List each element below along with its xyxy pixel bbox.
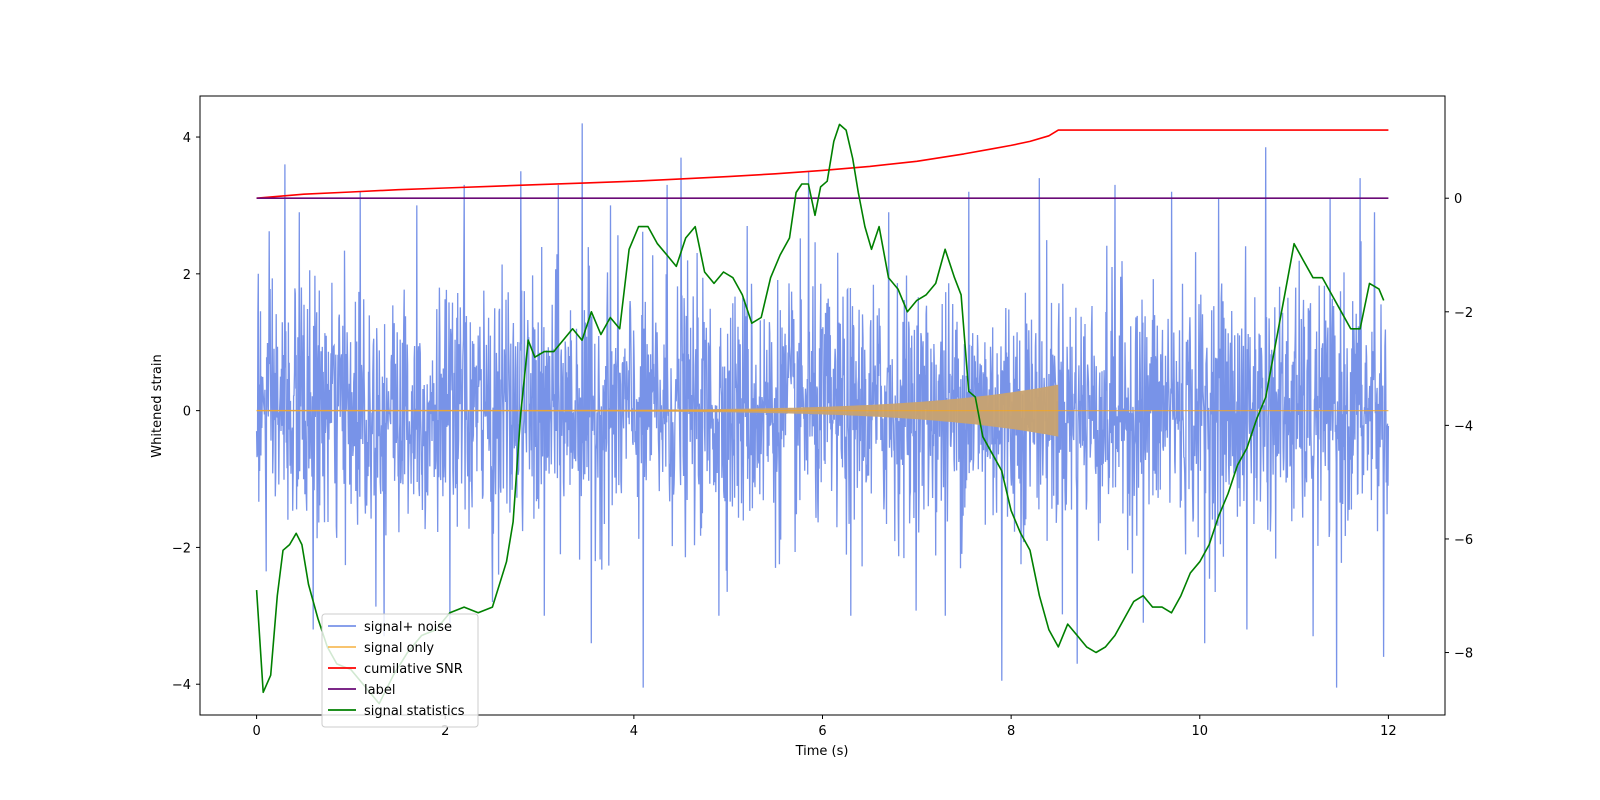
legend: signal+ noise signal only cumilative SNR la…: [321, 613, 479, 728]
y-tick-label: 4: [183, 131, 191, 146]
y-tick-label: −4: [172, 678, 191, 693]
y-right-tick-label: −2: [1454, 306, 1473, 321]
legend-label: signal only: [364, 641, 434, 656]
y-right-tick-label: −4: [1454, 419, 1473, 434]
y-axis-label: Whitened strain: [150, 354, 165, 457]
x-axis: 0 2 4 6 8 10 12: [252, 715, 1397, 739]
plot-area: [199, 95, 1446, 716]
x-axis-label: Time (s): [795, 744, 849, 759]
y-axis-right: −8 −6 −4 −2 0: [1445, 192, 1473, 662]
y-axis-left: −4 −2 0 2 4: [172, 131, 200, 693]
x-tick-label: 12: [1380, 724, 1397, 739]
y-right-tick-label: −8: [1454, 647, 1473, 662]
series-line-cumilative-snr: [256, 129, 1389, 199]
y-tick-label: 2: [183, 268, 191, 283]
legend-label: label: [364, 683, 395, 698]
x-tick-label: 4: [630, 724, 638, 739]
x-tick-label: 8: [1007, 724, 1015, 739]
y-right-tick-label: −6: [1454, 533, 1473, 548]
y-tick-label: −2: [172, 541, 191, 556]
legend-label: signal+ noise: [364, 620, 452, 635]
x-tick-label: 10: [1191, 724, 1208, 739]
x-tick-label: 0: [252, 724, 260, 739]
series-line-signal-noise: [255, 123, 1390, 688]
legend-label: signal statistics: [364, 704, 465, 719]
y-tick-label: 0: [183, 405, 191, 420]
legend-box: [321, 613, 479, 728]
x-tick-label: 6: [818, 724, 826, 739]
y-right-tick-label: 0: [1454, 192, 1462, 207]
x-tick-label: 2: [441, 724, 449, 739]
legend-label: cumilative SNR: [364, 662, 463, 677]
series-layer: [255, 123, 1390, 705]
series-line-signal-statistics: [255, 123, 1385, 705]
